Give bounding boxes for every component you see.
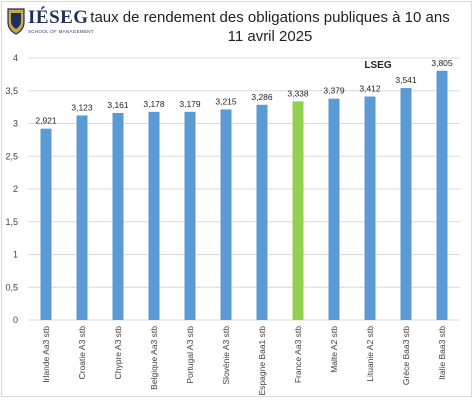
bar — [256, 104, 268, 320]
bar — [400, 88, 412, 320]
x-tick-label: France Aa3 stb — [293, 326, 303, 383]
bar — [40, 128, 52, 320]
x-tick-label: Malte A2 stb — [329, 326, 339, 373]
data-label: 2,921 — [35, 116, 57, 126]
source-label: LSEG — [364, 60, 391, 71]
data-label: 3,412 — [359, 84, 381, 94]
ieseg-shield-icon — [7, 8, 25, 35]
data-label: 3,178 — [143, 99, 165, 109]
x-tick-label: Espagne Baa1 stb — [257, 326, 267, 396]
chart-subtitle: 11 avril 2025 — [227, 28, 313, 45]
data-label: 3,379 — [323, 86, 345, 96]
x-tick-label: Belgique Aa3 stb — [149, 326, 159, 390]
y-tick-label: 0,5 — [5, 282, 18, 292]
y-tick-label: 2 — [13, 184, 18, 194]
data-label: 3,161 — [107, 100, 129, 110]
data-label: 3,541 — [395, 75, 417, 85]
y-tick-label: 3,5 — [5, 86, 18, 96]
y-tick-label: 1 — [13, 250, 18, 260]
bar — [148, 111, 160, 320]
x-tick-label: Italie Baa3 stb — [437, 326, 447, 380]
bar — [328, 98, 340, 320]
bar — [436, 70, 448, 321]
logo-wordmark: IÉSEG — [28, 7, 89, 28]
data-label: 3,123 — [71, 102, 93, 112]
data-label: 3,805 — [431, 58, 453, 68]
y-tick-label: 4 — [13, 53, 18, 63]
x-tick-label: Portugal A3 stb — [185, 326, 195, 384]
y-tick-label: 3 — [13, 119, 18, 129]
data-label: 3,286 — [251, 92, 273, 102]
chart-title: taux de rendement des obligations publiq… — [90, 9, 450, 26]
x-tick-label: Croatie A3 stb — [77, 326, 87, 380]
data-label: 3,338 — [287, 88, 309, 98]
y-tick-label: 1,5 — [5, 217, 18, 227]
bar — [220, 109, 232, 320]
bar — [112, 112, 124, 320]
bar — [76, 115, 88, 320]
bar — [184, 111, 196, 320]
x-tick-label: Irlande Aa3 stb — [41, 326, 51, 383]
data-label: 3,215 — [215, 96, 237, 106]
data-label: 3,179 — [179, 99, 201, 109]
y-tick-label: 0 — [13, 315, 18, 325]
x-tick-label: Slovénie A3 stb — [221, 326, 231, 385]
x-tick-label: Chypre A3 stb — [113, 326, 123, 380]
x-tick-label: Grèce Baa3 stb — [401, 326, 411, 385]
x-tick-label: Lituanie A2 stb — [365, 326, 375, 382]
logo-subtitle: SCHOOL OF MANAGEMENT — [28, 29, 94, 34]
bar — [292, 101, 304, 321]
ieseg-logo: IÉSEG SCHOOL OF MANAGEMENT — [6, 6, 94, 36]
y-tick-label: 2,5 — [5, 151, 18, 161]
bar — [364, 96, 376, 320]
